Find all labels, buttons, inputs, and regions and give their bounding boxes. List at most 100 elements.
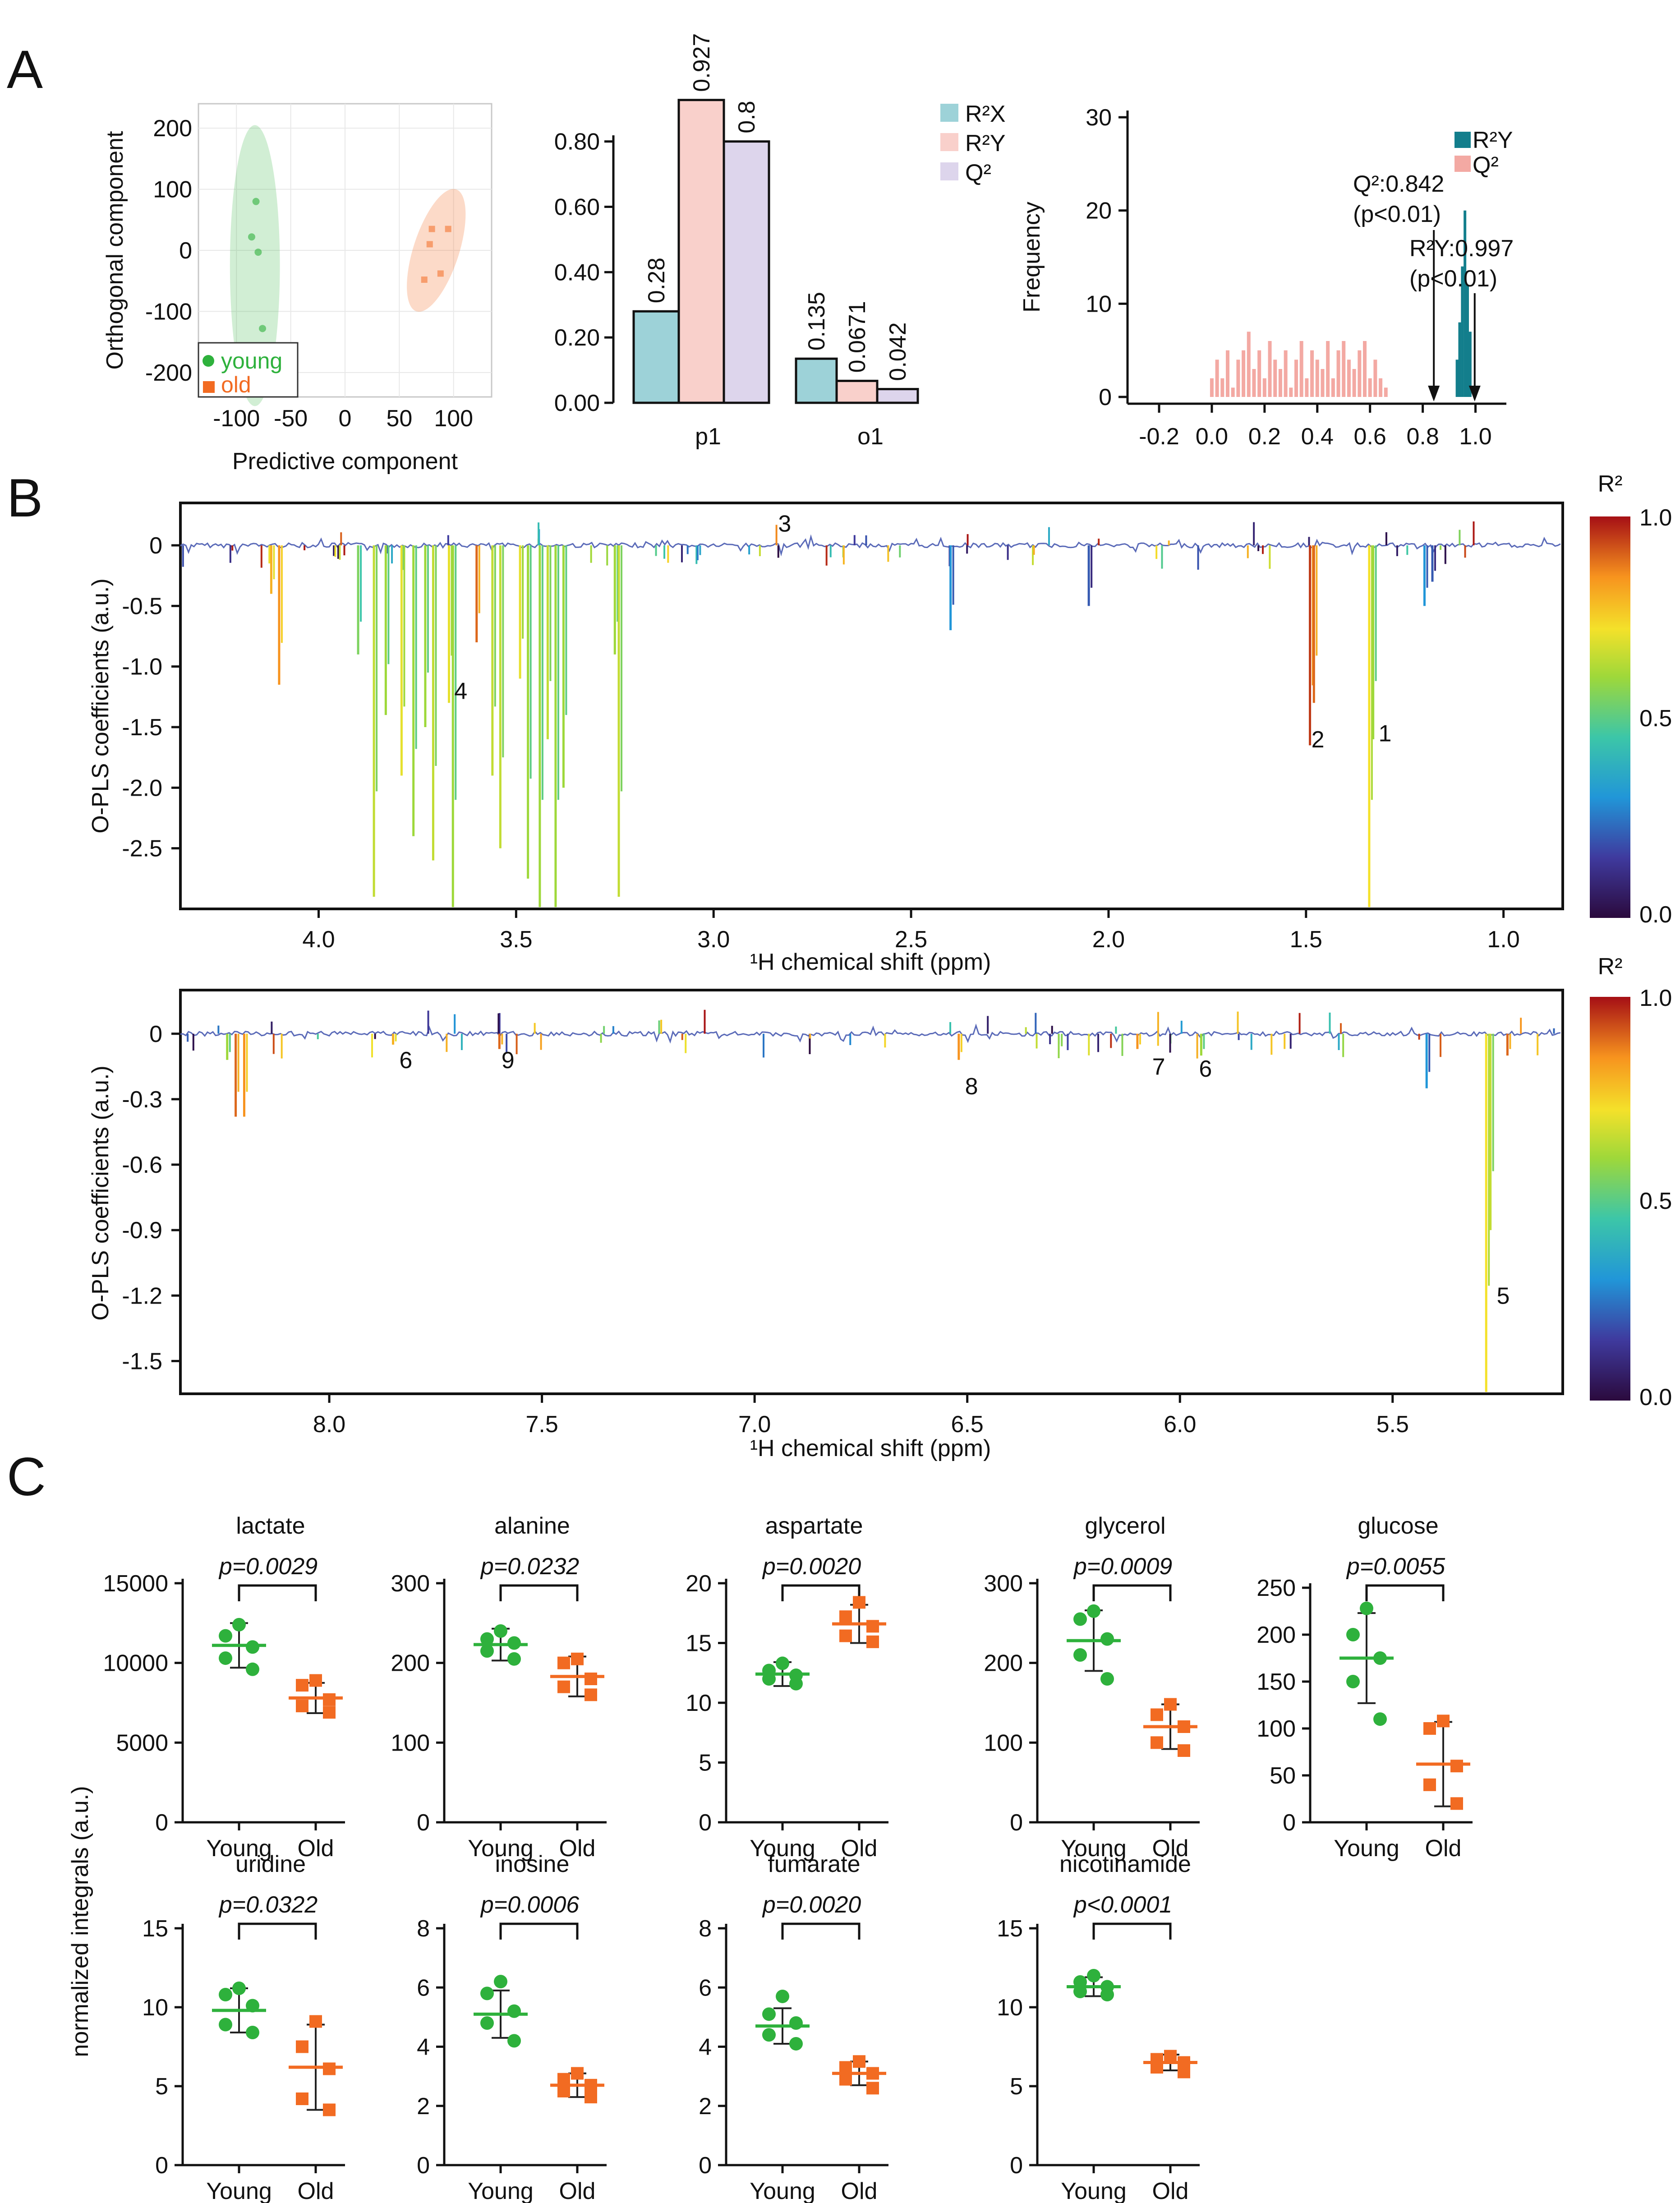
metabolite-y-tick: 300 <box>391 1571 430 1597</box>
opls1-y-tick: -1.0 <box>122 654 162 680</box>
bar-value-label: 0.8 <box>734 101 760 133</box>
opls1-frame <box>179 502 1564 910</box>
old-point <box>853 1596 865 1609</box>
perm-q2-bar <box>1242 350 1246 397</box>
perm-r2y-arrow-head <box>1468 386 1481 401</box>
legend-young-marker <box>203 355 214 367</box>
metabolite-p-value: p=0.0020 <box>762 1892 861 1918</box>
old-point <box>1423 1722 1436 1735</box>
young-point <box>1360 1601 1373 1615</box>
opls2-peak-label: 8 <box>965 1074 978 1100</box>
opls1-colorbar-tick-0: 0.0 <box>1639 902 1672 928</box>
perm-arrows <box>1428 230 1481 401</box>
opls2-x-ticks: 8.0 7.5 7.0 6.5 6.0 5.5 <box>313 1394 1409 1438</box>
opls2-peak-label: 9 <box>502 1047 515 1074</box>
metabolite-plot-lactate: lactate p=0.0029 0 5000 10000 15000 Young Old <box>103 1513 345 1862</box>
bars-y-ticks: 0.00 0.20 0.40 0.60 0.80 <box>554 129 613 416</box>
metabolite-y-tick: 15000 <box>103 1571 168 1597</box>
perm-q2-bar <box>1299 341 1303 397</box>
opls1-colorbar-tick-05: 0.5 <box>1639 705 1672 732</box>
old-point <box>585 1688 597 1701</box>
opls2-x-tick: 6.5 <box>951 1411 984 1438</box>
score-y-label: Orthogonal component <box>102 131 128 370</box>
perm-q2-bar <box>1252 369 1256 397</box>
perm-x-tick: 1.0 <box>1459 424 1491 450</box>
opls1-baseline-trace <box>180 534 1561 557</box>
old-point <box>296 2092 308 2105</box>
young-point <box>254 249 262 256</box>
perm-q2-bar <box>1236 359 1240 397</box>
opls-aromatic-chart: 0 -0.3 -0.6 -0.9 -1.2 -1.5 8.0 7.5 7.0 6.5 6.0 5.5… <box>87 954 1672 1461</box>
perm-r2y-bar <box>1466 285 1469 397</box>
opls1-peak-label: 1 <box>1378 720 1391 747</box>
perm-r2y-bar <box>1458 322 1461 397</box>
old-point <box>1450 1797 1463 1810</box>
perm-q2-bar <box>1226 350 1229 397</box>
significance-bracket <box>1365 1584 1445 1601</box>
old-point <box>839 2073 852 2086</box>
young-point <box>507 1652 521 1666</box>
perm-q2-bar <box>1273 359 1277 397</box>
young-point <box>232 1618 246 1632</box>
old-point <box>309 2015 322 2028</box>
young-point <box>1073 1975 1087 1989</box>
metabolite-y-tick: 5000 <box>116 1730 168 1756</box>
metabolite-y-tick: 6 <box>699 1975 712 2001</box>
perm-q2-bar <box>1220 378 1224 397</box>
metabolite-plot-inosine: inosine p=0.0006 0 2 4 6 8 Young Old <box>417 1851 607 2203</box>
metabolite-group-label: Old <box>298 2178 334 2203</box>
metabolite-title: uridine <box>235 1851 306 1877</box>
young-point <box>1087 1604 1100 1618</box>
opls2-colorbar-tick-05: 0.5 <box>1639 1188 1672 1214</box>
young-point <box>246 1640 259 1654</box>
perm-x-tick: 0.6 <box>1354 424 1386 450</box>
opls2-frame <box>179 989 1564 1395</box>
opls2-y-tick: -0.9 <box>122 1217 162 1244</box>
young-point <box>246 1662 259 1676</box>
old-point <box>1178 1744 1190 1757</box>
score-y-tick: -200 <box>145 360 192 386</box>
young-point <box>246 1999 259 2013</box>
bar-o1-0 <box>795 357 838 404</box>
perm-legend-r2y-swatch <box>1454 132 1471 148</box>
young-point <box>480 1644 494 1658</box>
metabolite-y-tick: 250 <box>1257 1575 1296 1601</box>
young-point <box>762 1672 776 1686</box>
opls1-x-tick: 3.0 <box>697 926 730 953</box>
perm-q2-bar <box>1278 369 1282 397</box>
significance-bracket <box>1092 1922 1172 1940</box>
young-point <box>219 1629 232 1643</box>
metabolite-title: glucose <box>1358 1513 1438 1539</box>
metabolite-p-value: p=0.0232 <box>480 1553 579 1580</box>
old-point <box>866 2082 879 2095</box>
opls1-y-tick: -0.5 <box>122 593 162 619</box>
bars: 0.28 0.135 0.927 0.0671 0.8 0.042 <box>632 33 919 404</box>
metabolite-y-tick: 5 <box>1010 2074 1023 2100</box>
old-point <box>296 1679 308 1692</box>
perm-q2-bar <box>1294 359 1298 397</box>
perm-q2-bar <box>1358 350 1362 397</box>
old-point <box>296 1700 308 1713</box>
perm-x-tick: 0.2 <box>1248 424 1281 450</box>
opls2-y-tick: -0.6 <box>122 1152 162 1178</box>
perm-y-tick: 20 <box>1086 198 1112 224</box>
legend-r2x-label: R²X <box>965 101 1006 127</box>
perm-y-tick: 0 <box>1099 384 1112 410</box>
perm-x-tick: -0.2 <box>1139 424 1179 450</box>
metabolite-group-label: Young <box>1334 1835 1399 1862</box>
score-y-tick: 200 <box>153 115 192 142</box>
metabolite-y-tick: 0 <box>417 2152 430 2179</box>
metabolite-group-label: Young <box>1061 2178 1127 2203</box>
metabolite-y-tick: 10 <box>686 1690 712 1716</box>
young-point <box>252 198 260 205</box>
metabolite-y-tick: 4 <box>417 2034 430 2060</box>
old-point <box>585 2079 597 2092</box>
old-point <box>323 1693 336 1706</box>
old-point <box>1164 1698 1177 1711</box>
opls2-x-tick: 8.0 <box>313 1411 345 1438</box>
metabolite-y-tick: 2 <box>699 2093 712 2120</box>
old-point <box>1151 1708 1163 1721</box>
metabolite-y-tick: 200 <box>984 1650 1023 1677</box>
perm-y-tick: 10 <box>1086 291 1112 317</box>
metabolite-p-value: p=0.0029 <box>218 1553 318 1580</box>
